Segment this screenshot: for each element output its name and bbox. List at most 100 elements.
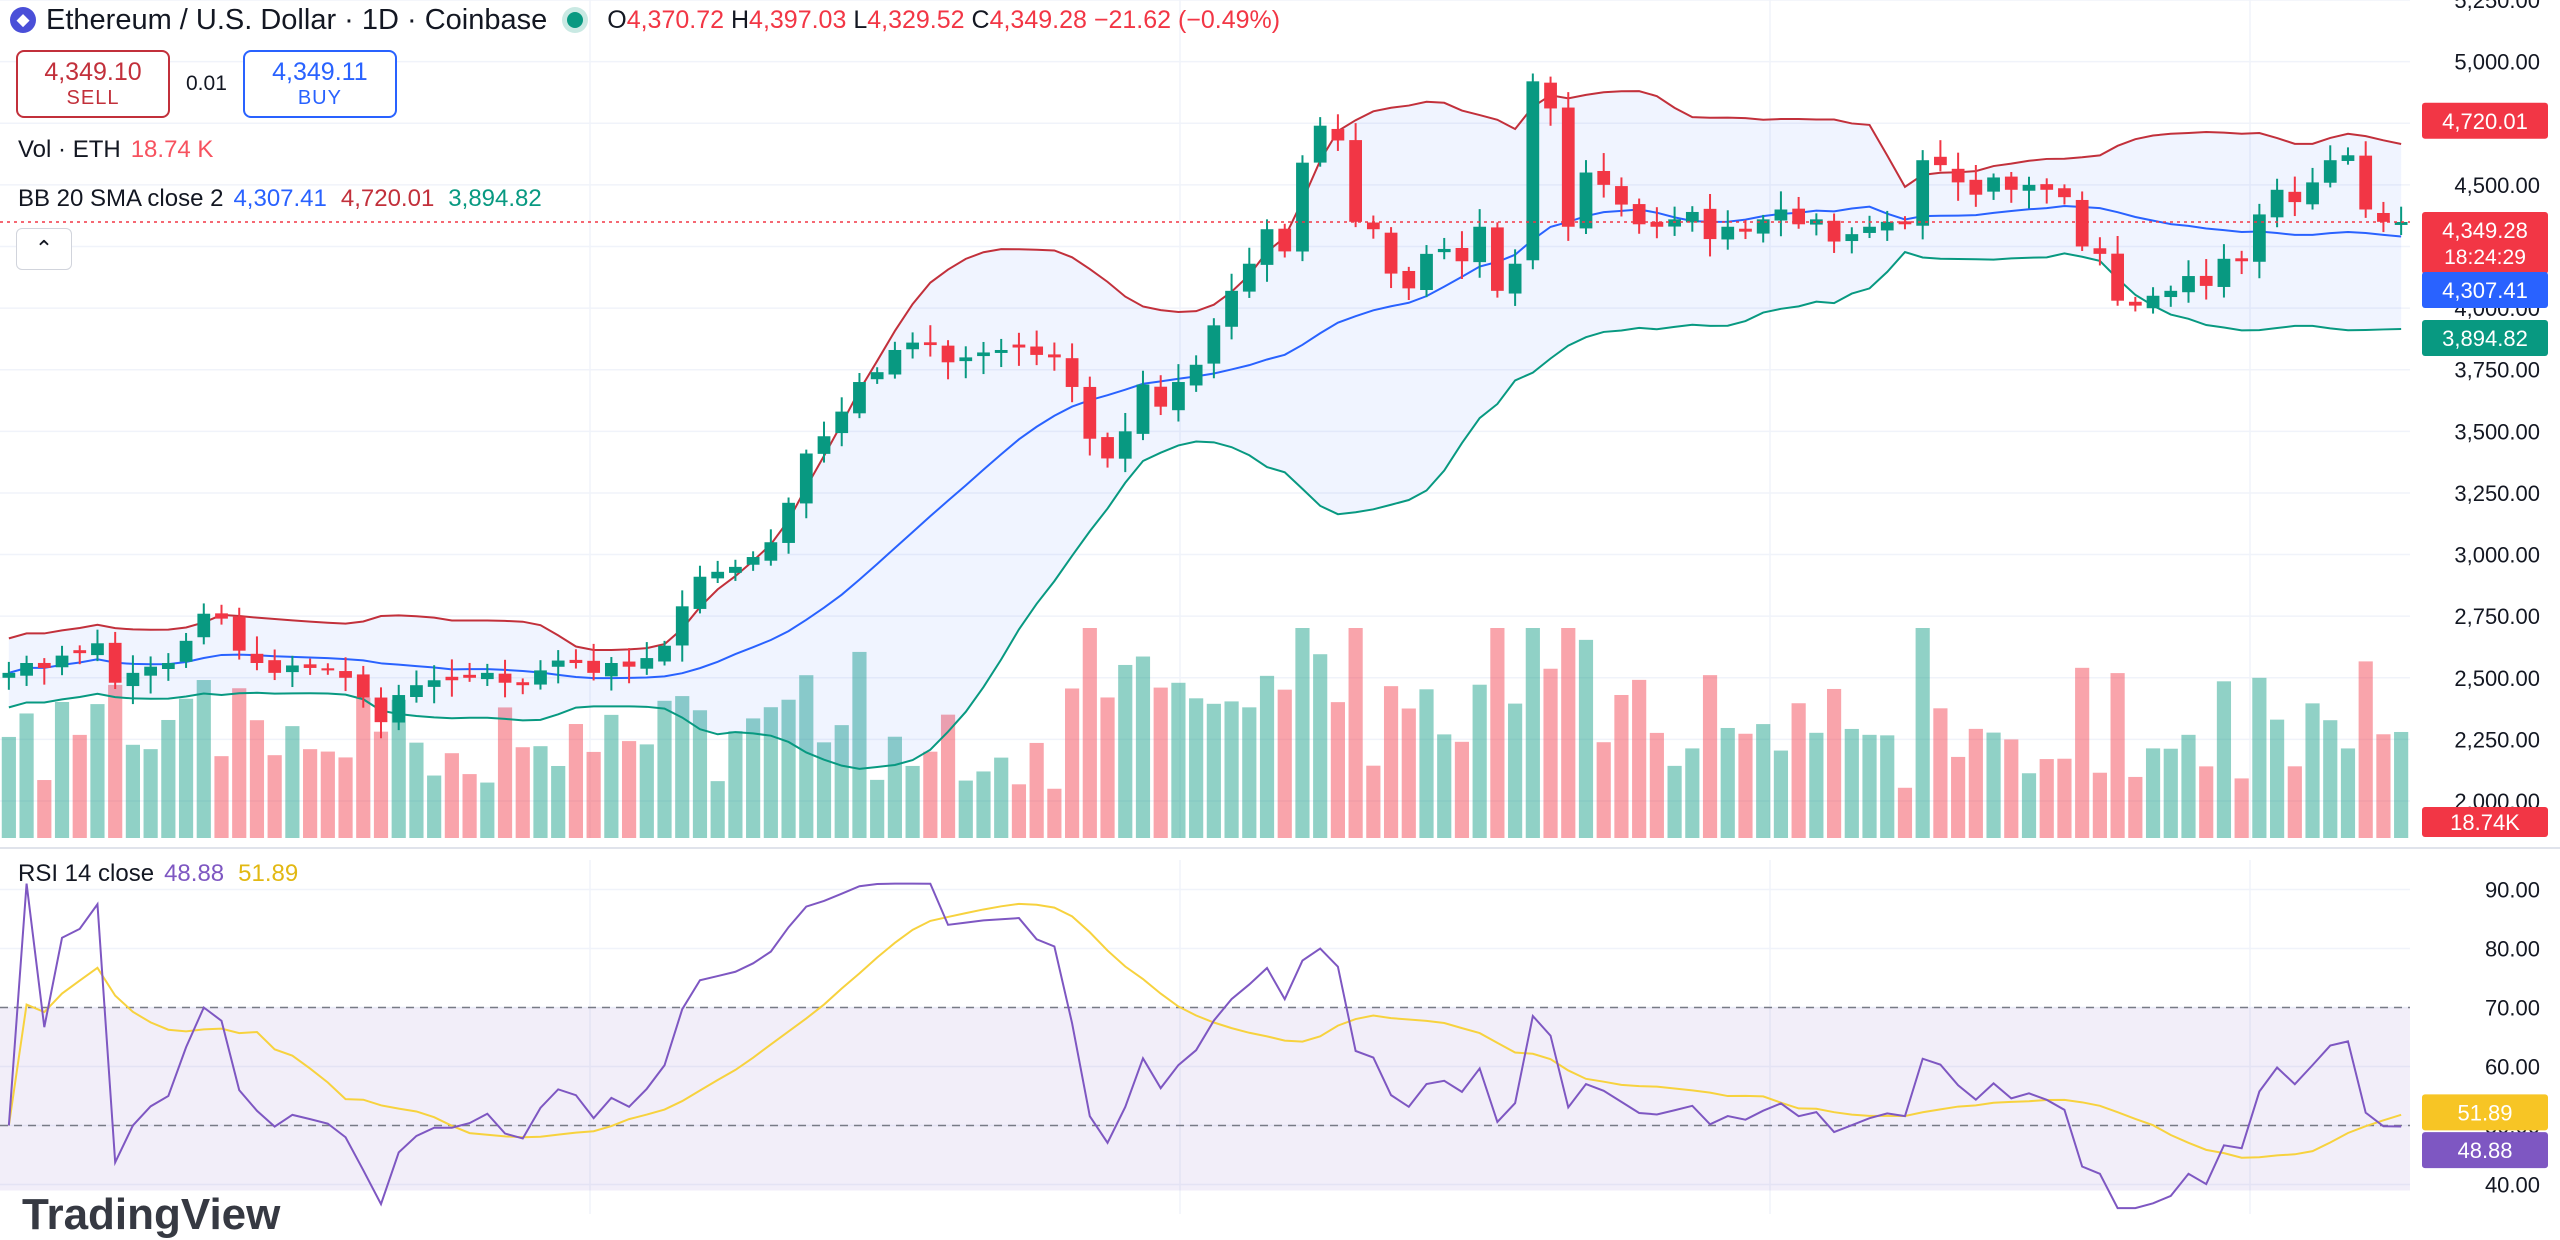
volume-bar bbox=[2163, 748, 2178, 838]
candle-body bbox=[1012, 344, 1026, 348]
volume-bar bbox=[1632, 679, 1647, 838]
candle-body bbox=[1756, 219, 1770, 234]
buy-button[interactable]: 4,349.11 BUY bbox=[242, 50, 397, 118]
volume-bar bbox=[1171, 682, 1186, 838]
volume-bar bbox=[1578, 639, 1594, 838]
bollinger-legend-label: BB 20 SMA close 2 bbox=[18, 185, 224, 212]
candle-body bbox=[179, 640, 193, 662]
candle-body bbox=[480, 672, 494, 680]
candle-body bbox=[640, 658, 654, 669]
volume-bar bbox=[320, 751, 335, 838]
volume-bar bbox=[1561, 628, 1576, 838]
sell-label: SELL bbox=[66, 86, 120, 109]
candle-body bbox=[2306, 182, 2319, 205]
candle-body bbox=[1349, 140, 1363, 222]
volume-bar bbox=[1897, 787, 1913, 838]
candle-body bbox=[1491, 227, 1504, 291]
volume-bar bbox=[2394, 731, 2409, 838]
volume-bar bbox=[1224, 701, 1239, 838]
candle-body bbox=[1934, 156, 1947, 166]
candle-body bbox=[1065, 358, 1079, 387]
candle-body bbox=[1863, 226, 1876, 233]
chart-canvas[interactable]: 5,250.005,000.004,750.004,500.004,250.00… bbox=[0, 0, 2560, 1214]
high-label: H bbox=[730, 5, 750, 34]
candle-body bbox=[1047, 354, 1061, 358]
volume-bar bbox=[710, 781, 725, 838]
candle-body bbox=[2146, 295, 2160, 309]
volume-bar bbox=[2234, 778, 2249, 838]
volume-bar bbox=[1933, 708, 1948, 838]
candle-body bbox=[693, 576, 707, 609]
price-tick-label: 2,500.00 bbox=[2454, 666, 2540, 691]
candle-body bbox=[1189, 364, 1203, 386]
volume-bar bbox=[1065, 688, 1080, 838]
candle-body bbox=[1579, 172, 1593, 229]
candle-body bbox=[108, 642, 122, 683]
candle-body bbox=[339, 671, 352, 678]
candle-body bbox=[2075, 199, 2089, 247]
candle-body bbox=[835, 411, 849, 434]
volume-bar bbox=[409, 742, 424, 838]
candle-body bbox=[1898, 221, 1912, 225]
volume-bar bbox=[303, 749, 318, 838]
sell-button[interactable]: 4,349.10 SELL bbox=[16, 50, 170, 118]
candle-body bbox=[923, 342, 937, 346]
volume-bar bbox=[72, 734, 87, 838]
volume-bar bbox=[285, 726, 300, 838]
volume-bar bbox=[923, 751, 938, 838]
candle-body bbox=[888, 349, 902, 375]
volume-bar bbox=[834, 725, 849, 838]
candle-body bbox=[622, 661, 636, 667]
candle-body bbox=[250, 653, 264, 664]
volume-bar bbox=[1047, 788, 1062, 838]
countdown-tag: 18:24:29 bbox=[2444, 246, 2526, 269]
candle-body bbox=[1366, 222, 1380, 230]
volume-bar bbox=[356, 697, 371, 838]
volume-bar bbox=[1738, 733, 1753, 838]
candle-body bbox=[516, 682, 530, 686]
candle-body bbox=[2235, 258, 2249, 262]
collapse-legend-button[interactable]: ⌃ bbox=[16, 228, 72, 270]
open-value: 4,370.72 bbox=[626, 5, 725, 34]
candle-body bbox=[2270, 189, 2284, 218]
volume-bar bbox=[675, 696, 690, 838]
market-open-dot-icon bbox=[567, 12, 584, 28]
volume-bar bbox=[2039, 759, 2054, 838]
volume-bar bbox=[1348, 628, 1363, 838]
volume-bar bbox=[373, 731, 389, 838]
volume-bar bbox=[1968, 728, 1983, 838]
volume-bar bbox=[196, 680, 211, 838]
candle-body bbox=[1792, 208, 1806, 225]
volume-bar bbox=[2305, 703, 2320, 838]
rsi-ma-line bbox=[7, 902, 2402, 1159]
candle-body bbox=[941, 345, 955, 363]
volume-bar bbox=[1809, 732, 1824, 838]
candle-body bbox=[1172, 382, 1185, 411]
change-value: −21.62 (−0.49%) bbox=[1093, 5, 1281, 34]
bb-lower-price-tag-bg bbox=[2422, 320, 2548, 356]
volume-bar bbox=[1029, 742, 1044, 838]
candle-body bbox=[1313, 125, 1327, 163]
volume-bar bbox=[2004, 739, 2019, 838]
volume-legend-label: Vol · ETH bbox=[18, 136, 121, 163]
rsi-legend[interactable]: RSI 14 close 48.88 51.89 bbox=[18, 860, 298, 888]
volume-bar bbox=[1543, 668, 1558, 838]
symbol-title[interactable]: Ethereum / U.S. Dollar · 1D · Coinbase bbox=[46, 3, 548, 36]
candle-body bbox=[392, 695, 406, 723]
volume-tag-bg bbox=[2422, 807, 2548, 837]
volume-bar bbox=[692, 710, 708, 838]
bollinger-legend[interactable]: BB 20 SMA close 2 4,307.41 4,720.01 3,894.8… bbox=[18, 185, 542, 213]
bollinger-basis-line bbox=[8, 205, 2402, 680]
candle-body bbox=[1827, 220, 1841, 242]
ohlc-legend: O4,370.72 H4,397.03 L4,329.52 C4,349.28 … bbox=[607, 6, 1280, 35]
candle-body bbox=[1242, 263, 1256, 292]
volume-bar bbox=[125, 744, 140, 838]
trade-panel: 4,349.10 SELL 0.01 4,349.11 BUY bbox=[16, 50, 397, 118]
volume-legend[interactable]: Vol · ETH 18.74 K bbox=[18, 136, 213, 164]
volume-bar bbox=[178, 698, 194, 838]
candle-body bbox=[1809, 219, 1823, 225]
rsi-value-tag-bg bbox=[2422, 1132, 2548, 1169]
candle-body bbox=[356, 674, 370, 698]
close-label: C bbox=[971, 5, 990, 34]
candle-body bbox=[410, 685, 423, 697]
